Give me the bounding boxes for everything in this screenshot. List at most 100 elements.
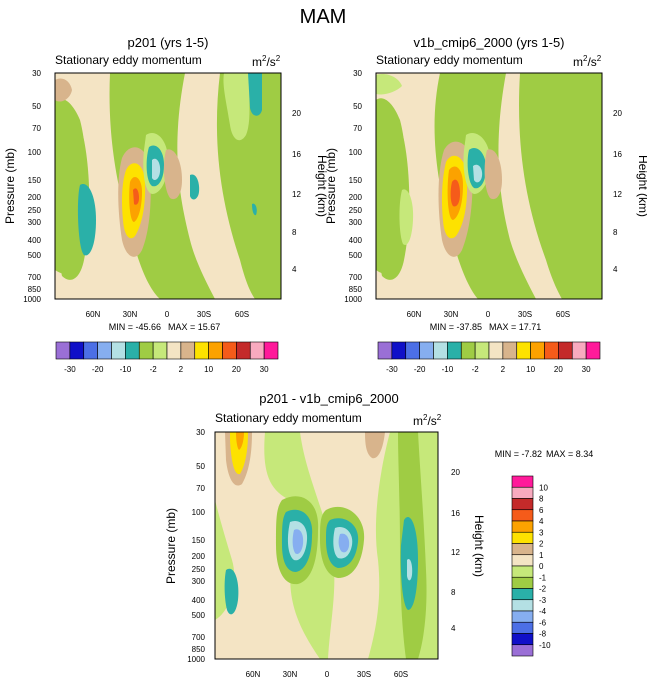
colorbar-swatch — [571, 341, 587, 360]
colorbar-swatch — [544, 341, 559, 360]
colorbar-swatch — [208, 341, 223, 360]
colorbar-label: 4 — [539, 517, 544, 526]
contour-band — [55, 73, 255, 299]
colorbar-label: -10 — [120, 365, 132, 374]
y-tick-label: 70 — [196, 484, 205, 493]
colorbar-swatch — [511, 610, 534, 623]
min-label: MIN = -37.85 — [430, 322, 482, 332]
colorbar-swatch — [166, 341, 182, 360]
colorbar-label: 2 — [179, 365, 184, 374]
page-title: MAM — [300, 6, 347, 28]
panel-diff: p201 - v1b_cmip6_2000 Stationary eddy mo… — [164, 391, 593, 679]
units-label: m2/s2 — [252, 54, 281, 69]
y-tick-right-label: 8 — [292, 228, 297, 237]
colorbar-swatch — [55, 341, 71, 360]
colorbar-swatch — [511, 588, 534, 601]
y-tick-label: 400 — [192, 596, 206, 605]
y-tick-label: 850 — [349, 285, 363, 294]
units-label: m2/s2 — [413, 413, 442, 428]
contour-band — [484, 149, 502, 200]
colorbar-2: -30 -20 -10 -2 2 10 20 30 — [377, 341, 601, 374]
max-label: MAX = 15.67 — [168, 322, 220, 332]
colorbar-label: -2 — [472, 365, 480, 374]
x-tick-label: 60S — [235, 310, 249, 319]
y-tick-label: 700 — [192, 633, 206, 642]
colorbar-swatch — [180, 341, 196, 360]
y-tick-label: 400 — [28, 236, 42, 245]
x-ticks: 60N 30N 0 30S 60S — [246, 670, 408, 679]
y-tick-label: 100 — [28, 148, 42, 157]
y-axis-right-label: Height (km) — [636, 155, 647, 217]
y-tick-right-label: 20 — [451, 468, 460, 477]
y-tick-right-label: 4 — [292, 265, 297, 274]
x-ticks: 60N 30N 0 30S 60S — [407, 310, 570, 319]
contour-band — [55, 78, 72, 102]
colorbar-swatch — [447, 341, 462, 360]
y-tick-label: 50 — [196, 462, 205, 471]
x-tick-label: 0 — [325, 670, 330, 679]
colorbar-swatch — [194, 341, 209, 360]
max-label: MAX = 8.34 — [546, 449, 593, 459]
y-tick-label: 500 — [28, 251, 42, 260]
x-tick-label: 30S — [197, 310, 211, 319]
y-tick-label: 1000 — [344, 295, 362, 304]
y-tick-right-label: 20 — [613, 109, 622, 118]
colorbar-swatch — [511, 576, 534, 589]
y-tick-label: 150 — [28, 176, 42, 185]
colorbar-label: 0 — [539, 562, 544, 571]
y-tick-label: 1000 — [23, 295, 41, 304]
y-tick-right-label: 8 — [613, 228, 618, 237]
y-tick-label: 500 — [192, 611, 206, 620]
colorbar-label: 10 — [526, 365, 535, 374]
colorbar-swatch — [125, 341, 140, 360]
x-tick-label: 60N — [86, 310, 101, 319]
y-tick-label: 150 — [192, 536, 206, 545]
x-tick-label: 0 — [165, 310, 170, 319]
colorbar-label: -8 — [539, 630, 547, 639]
contour-band — [450, 179, 460, 207]
panel-title: p201 - v1b_cmip6_2000 — [259, 391, 399, 406]
colorbar-swatch — [511, 644, 534, 657]
contour-field — [376, 73, 602, 299]
y-tick-label: 700 — [349, 273, 363, 282]
min-label: MIN = -45.66 — [109, 322, 161, 332]
y-tick-right-label: 20 — [292, 109, 301, 118]
colorbar-swatch — [511, 486, 534, 499]
colorbar-swatch — [530, 341, 545, 360]
y-tick-label: 100 — [349, 148, 363, 157]
y-tick-label: 300 — [28, 218, 42, 227]
x-tick-label: 30N — [123, 310, 138, 319]
y-ticks-right: 20 16 12 8 4 — [292, 109, 301, 274]
contour-band — [376, 74, 402, 95]
y-ticks-right: 20 16 12 8 4 — [451, 468, 460, 633]
y-tick-right-label: 16 — [613, 150, 622, 159]
contour-band — [152, 158, 161, 180]
y-ticks-left: 30 50 70 100 150 200 250 300 400 500 700… — [187, 428, 205, 664]
colorbar-swatch — [263, 341, 279, 360]
colorbar-swatch — [511, 621, 534, 634]
y-tick-label: 30 — [32, 69, 41, 78]
colorbar-label: 3 — [539, 528, 544, 537]
y-tick-right-label: 4 — [451, 624, 456, 633]
y-tick-label: 250 — [192, 565, 206, 574]
colorbar-label: -30 — [64, 365, 76, 374]
plot-frame — [214, 431, 439, 660]
x-tick-label: 60N — [246, 670, 261, 679]
y-tick-label: 70 — [32, 124, 41, 133]
y-tick-label: 300 — [349, 218, 363, 227]
contour-band — [230, 432, 248, 475]
colorbar-swatch — [511, 531, 534, 544]
colorbar-swatch — [511, 599, 534, 612]
panel-title: p201 (yrs 1-5) — [128, 35, 209, 50]
colorbar-label: -2 — [539, 585, 547, 594]
colorbar-label: -1 — [539, 573, 547, 582]
y-tick-label: 250 — [349, 206, 363, 215]
x-tick-label: 30S — [518, 310, 532, 319]
contour-band — [133, 188, 139, 205]
colorbar-label: 20 — [554, 365, 563, 374]
y-tick-label: 200 — [28, 193, 42, 202]
contour-band — [163, 149, 182, 200]
contour-band — [223, 73, 250, 141]
